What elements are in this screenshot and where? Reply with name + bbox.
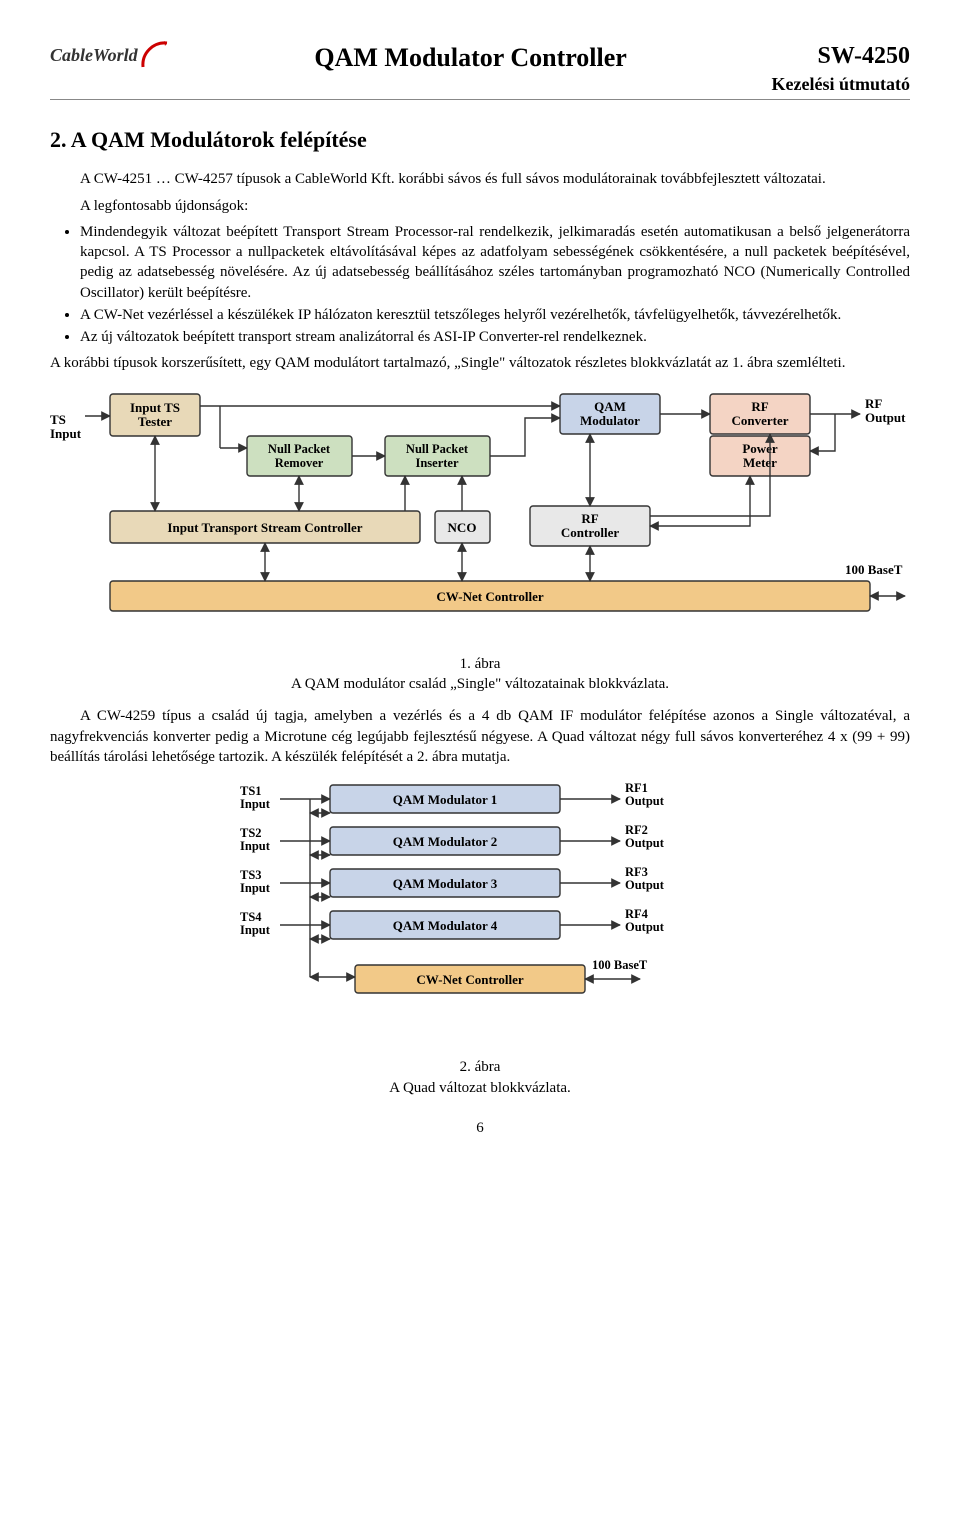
block-diagram-2: TS1Input QAM Modulator 1 RF1Output TS2In… bbox=[220, 777, 740, 1047]
ts-input-label: TSInput bbox=[50, 412, 82, 441]
svg-text:TS1Input: TS1Input bbox=[240, 784, 271, 811]
mod-rows: TS1Input QAM Modulator 1 RF1Output TS2In… bbox=[240, 781, 665, 939]
svg-text:RF1Output: RF1Output bbox=[625, 781, 665, 808]
svg-text:RF3Output: RF3Output bbox=[625, 865, 665, 892]
page-header: CableWorld QAM Modulator Controller SW-4… bbox=[50, 40, 910, 100]
para-1: A CW-4251 … CW-4257 típusok a CableWorld… bbox=[50, 169, 910, 189]
block-diagram-1: TSInput Input TSTester Null PacketRemove… bbox=[50, 386, 910, 636]
bullet-list: Mindendegyik változat beépített Transpor… bbox=[80, 222, 910, 348]
product-code: SW-4250 bbox=[818, 43, 910, 69]
logo-arc-icon bbox=[140, 40, 170, 70]
svg-text:NCO: NCO bbox=[448, 520, 477, 535]
bullet-item: Az új változatok beépített transport str… bbox=[80, 327, 910, 347]
header-title: QAM Modulator Controller bbox=[170, 40, 772, 75]
svg-text:TS4Input: TS4Input bbox=[240, 910, 271, 937]
bullet-item: Mindendegyik változat beépített Transpor… bbox=[80, 222, 910, 303]
section-heading: 2. A QAM Modulátorok felépítése bbox=[50, 125, 910, 155]
svg-text:Null PacketRemover: Null PacketRemover bbox=[268, 442, 331, 470]
figure-1-caption: 1. ábra A QAM modulátor család „Single" … bbox=[50, 654, 910, 695]
figure-1: TSInput Input TSTester Null PacketRemove… bbox=[50, 386, 910, 642]
svg-text:QAM Modulator 1: QAM Modulator 1 bbox=[393, 792, 497, 807]
fig2-caption-text: A Quad változat blokkvázlata. bbox=[389, 1080, 571, 1096]
page-number: 6 bbox=[50, 1118, 910, 1138]
svg-text:QAM Modulator 2: QAM Modulator 2 bbox=[393, 834, 497, 849]
svg-text:RFOutput: RFOutput bbox=[865, 396, 906, 425]
svg-text:100 BaseT: 100 BaseT bbox=[592, 958, 648, 972]
svg-text:CW-Net Controller: CW-Net Controller bbox=[436, 589, 543, 604]
para-2: A legfontosabb újdonságok: bbox=[50, 196, 910, 216]
bullet-item: A CW-Net vezérléssel a készülékek IP hál… bbox=[80, 305, 910, 325]
para-3: A korábbi típusok korszerűsített, egy QA… bbox=[50, 353, 910, 373]
figure-2: TS1Input QAM Modulator 1 RF1Output TS2In… bbox=[220, 777, 740, 1053]
fig2-caption-num: 2. ábra bbox=[460, 1059, 501, 1075]
figure-2-caption: 2. ábra A Quad változat blokkvázlata. bbox=[50, 1057, 910, 1098]
logo-text: CableWorld bbox=[50, 43, 138, 67]
fig1-caption-text: A QAM modulátor család „Single" változat… bbox=[291, 676, 669, 692]
header-right: SW-4250 Kezelési útmutató bbox=[772, 40, 910, 97]
svg-text:RF2Output: RF2Output bbox=[625, 823, 665, 850]
para-4: A CW-4259 típus a család új tagja, amely… bbox=[50, 706, 910, 767]
fig1-caption-num: 1. ábra bbox=[460, 656, 501, 672]
logo: CableWorld bbox=[50, 40, 170, 70]
svg-text:100 BaseT: 100 BaseT bbox=[845, 562, 903, 577]
svg-text:Input Transport Stream Control: Input Transport Stream Controller bbox=[167, 520, 362, 535]
svg-text:CW-Net Controller: CW-Net Controller bbox=[416, 972, 523, 987]
svg-text:TS2Input: TS2Input bbox=[240, 826, 271, 853]
svg-text:QAM Modulator 4: QAM Modulator 4 bbox=[393, 918, 498, 933]
svg-text:TS3Input: TS3Input bbox=[240, 868, 271, 895]
svg-text:QAM Modulator 3: QAM Modulator 3 bbox=[393, 876, 498, 891]
svg-text:RF4Output: RF4Output bbox=[625, 907, 665, 934]
svg-text:PowerMeter: PowerMeter bbox=[742, 441, 778, 470]
header-subtitle: Kezelési útmutató bbox=[772, 72, 910, 96]
